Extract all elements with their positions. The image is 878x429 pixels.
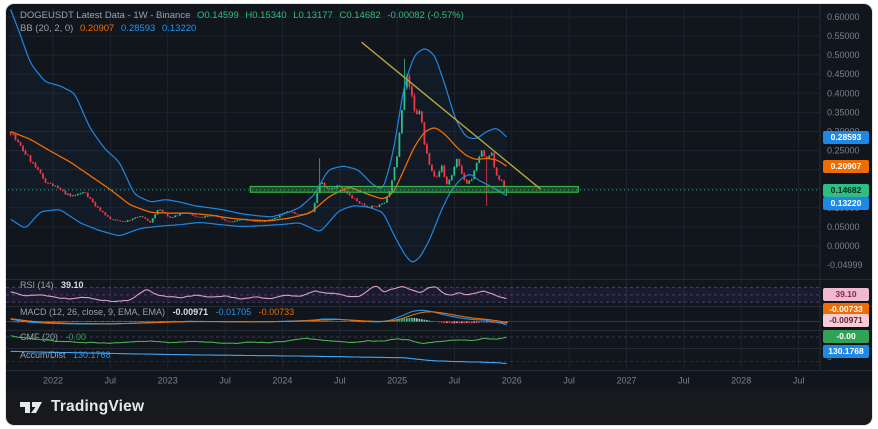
tradingview-widget: 0.60000 0.55000 0.50000 0.45000 0.40000 0.350… (6, 4, 872, 425)
symbol-title[interactable]: DOGEUSDT Latest Data - 1W - Binance (20, 10, 191, 21)
macd-signal-line (10, 311, 507, 325)
rsi-line (10, 285, 507, 303)
candles-layer (9, 59, 508, 223)
bb-basis-value: 0.20907 (79, 23, 115, 34)
bb-status-row[interactable]: BB (20, 2, 0) 0.20907 0.28593 0.13220 (20, 22, 468, 35)
svg-text:Jul: Jul (105, 376, 117, 386)
svg-text:0.55000: 0.55000 (827, 31, 860, 41)
accdist-line (10, 350, 507, 364)
accdist-badge: 130.1768 (823, 345, 869, 358)
svg-text:0.35000: 0.35000 (827, 107, 860, 117)
cmf-line (10, 335, 507, 345)
svg-text:0.45000: 0.45000 (827, 69, 860, 79)
open-value: O0.14599 (197, 10, 239, 21)
svg-text:Jul: Jul (334, 376, 346, 386)
price-pane (8, 9, 820, 264)
cmf-value: -0.00 (65, 332, 87, 342)
svg-text:0.25000: 0.25000 (827, 146, 860, 156)
svg-text:2024: 2024 (272, 376, 292, 386)
cmf-pane (6, 335, 820, 345)
rsi-indicator-label[interactable]: RSI (14) 39.10 (20, 280, 89, 291)
accdist-pane (6, 350, 820, 364)
symbol-status-row: DOGEUSDT Latest Data - 1W - Binance O0.1… (20, 9, 468, 22)
cmf-indicator-label[interactable]: CMF (20) -0.00 (20, 332, 91, 343)
svg-text:Jul: Jul (219, 376, 231, 386)
macd-signal-value: -0.00733 (258, 307, 295, 317)
high-value: H0.15340 (245, 10, 287, 21)
svg-text:2026: 2026 (502, 376, 522, 386)
svg-text:0.50000: 0.50000 (827, 50, 860, 60)
descending-trendline (361, 41, 541, 190)
svg-text:Jul: Jul (678, 376, 690, 386)
legend: DOGEUSDT Latest Data - 1W - Binance O0.1… (20, 9, 468, 35)
bb-label: BB (20, 2, 0) (20, 23, 74, 34)
svg-text:2028: 2028 (731, 376, 751, 386)
bb-lower-badge: 0.13220 (823, 197, 869, 210)
accdist-value: 130.1768 (73, 350, 111, 360)
svg-text:Jul: Jul (563, 376, 575, 386)
svg-text:Jul: Jul (793, 376, 805, 386)
svg-text:2027: 2027 (616, 376, 636, 386)
bb-fill (10, 9, 507, 264)
cmf-label: CMF (20) (20, 332, 58, 342)
macd-line-value: -0.01705 (215, 307, 252, 317)
cmf-badge: -0.00 (823, 330, 869, 343)
accdist-indicator-label[interactable]: Accum/Dist 130.1768 (20, 350, 116, 361)
bb-upper-line (10, 9, 508, 218)
macd-hist-value: -0.00971 (172, 307, 209, 317)
close-value: C0.14682 (339, 10, 381, 21)
bb-lower-line (10, 174, 507, 263)
grid-layer (6, 6, 820, 371)
svg-text:2025: 2025 (387, 376, 407, 386)
macd-label: MACD (12, 26, close, 9, EMA, EMA) (20, 307, 166, 317)
rsi-label: RSI (14) (20, 280, 54, 290)
change-value: -0.00082 (-0.57%) (387, 10, 464, 21)
rsi-pane (6, 285, 820, 303)
macd-hist-badge: -0.00971 (823, 314, 869, 327)
svg-text:0.00000: 0.00000 (827, 241, 860, 251)
rsi-badge: 39.10 (823, 288, 869, 301)
macd-pane (6, 309, 820, 326)
tradingview-brand[interactable]: TradingView (51, 398, 145, 415)
axis-labels: 0.60000 0.55000 0.50000 0.45000 0.40000 0.350… (43, 12, 863, 386)
svg-text:0.40000: 0.40000 (827, 88, 860, 98)
svg-text:2023: 2023 (158, 376, 178, 386)
tradingview-logo-icon[interactable] (19, 399, 43, 415)
last-price-badge: 0.14682 (823, 184, 869, 197)
chart-canvas[interactable]: 0.60000 0.55000 0.50000 0.45000 0.40000 0.350… (6, 4, 872, 389)
chart-area: 0.60000 0.55000 0.50000 0.45000 0.40000 0.350… (6, 4, 872, 389)
bb-lower-value: 0.13220 (161, 23, 197, 34)
macd-signal-badge: -0.00733 (823, 303, 869, 316)
bb-basis-line (10, 127, 507, 222)
macd-indicator-label[interactable]: MACD (12, 26, close, 9, EMA, EMA) -0.009… (20, 307, 299, 318)
accdist-label: Accum/Dist (20, 350, 66, 360)
low-value: L0.13177 (293, 10, 333, 21)
footer-bar: TradingView (6, 389, 872, 425)
svg-text:0.60000: 0.60000 (827, 12, 860, 22)
bb-basis-badge: 0.20907 (823, 160, 869, 173)
svg-text:-0.04999: -0.04999 (827, 260, 863, 270)
svg-text:0.05000: 0.05000 (827, 222, 860, 232)
rsi-value: 39.10 (61, 280, 84, 290)
bb-upper-badge: 0.28593 (823, 131, 869, 144)
support-zone (249, 185, 579, 193)
svg-text:2022: 2022 (43, 376, 63, 386)
svg-text:Jul: Jul (449, 376, 461, 386)
bb-upper-value: 0.28593 (120, 23, 156, 34)
